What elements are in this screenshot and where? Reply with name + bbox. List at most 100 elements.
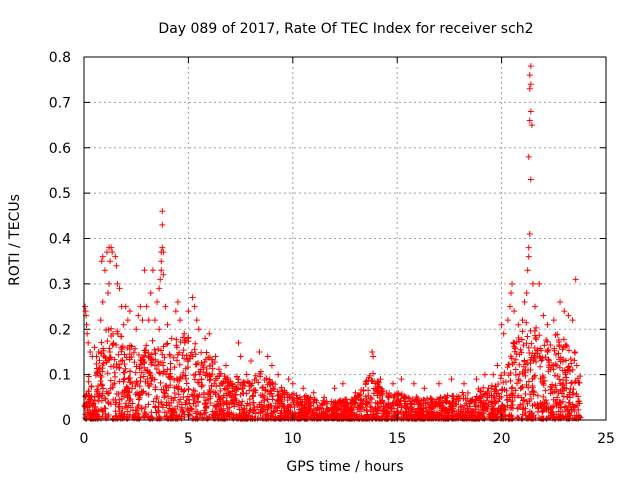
data-point <box>115 351 122 358</box>
data-point <box>540 374 547 381</box>
y-tick-label: 0.3 <box>49 277 71 293</box>
data-point <box>257 392 264 399</box>
data-point <box>566 363 572 370</box>
data-point <box>122 303 129 310</box>
data-point <box>535 404 542 411</box>
data-point <box>220 392 227 399</box>
data-point <box>514 380 521 387</box>
data-point <box>125 375 132 382</box>
data-point <box>223 397 230 404</box>
data-point <box>310 389 317 396</box>
data-point <box>208 356 215 363</box>
data-point <box>198 376 205 383</box>
data-point <box>543 406 550 413</box>
data-point <box>161 409 168 416</box>
data-point <box>298 407 305 414</box>
data-point <box>161 390 168 397</box>
data-point <box>370 390 377 397</box>
data-point <box>532 303 539 310</box>
data-point <box>554 331 561 338</box>
data-point <box>509 280 516 287</box>
data-point <box>168 335 175 342</box>
data-point <box>526 72 533 79</box>
data-point <box>104 399 111 406</box>
data-point <box>134 389 141 396</box>
data-point <box>139 353 146 360</box>
data-point <box>129 380 136 387</box>
data-point <box>278 384 285 391</box>
data-point <box>145 317 152 324</box>
data-point <box>571 348 578 355</box>
data-point <box>205 396 212 403</box>
data-point <box>389 400 396 407</box>
data-point <box>370 353 377 360</box>
data-point <box>221 415 228 422</box>
data-point <box>473 393 480 400</box>
data-point <box>141 358 148 365</box>
data-point <box>216 366 223 373</box>
data-point <box>133 363 140 370</box>
data-point <box>157 347 164 354</box>
data-point <box>385 408 392 415</box>
data-point <box>420 405 427 412</box>
data-point <box>519 401 526 408</box>
data-point <box>289 380 296 387</box>
data-point <box>362 393 369 400</box>
data-point <box>443 398 450 405</box>
data-point <box>523 398 530 405</box>
data-point <box>126 389 133 396</box>
data-point <box>563 343 570 350</box>
data-point <box>206 386 213 393</box>
data-point <box>523 289 530 296</box>
data-point <box>152 404 159 411</box>
data-point <box>103 388 110 395</box>
data-point <box>142 349 149 356</box>
data-point <box>573 362 580 369</box>
data-point <box>274 404 281 411</box>
data-point <box>212 353 219 360</box>
data-point <box>84 330 91 337</box>
data-point <box>565 412 572 419</box>
data-point <box>99 365 106 372</box>
data-point <box>514 414 521 421</box>
data-point <box>119 413 126 420</box>
data-point <box>120 378 127 385</box>
data-point <box>537 355 544 362</box>
data-point <box>527 327 534 334</box>
data-point <box>152 384 159 391</box>
data-point <box>461 380 468 387</box>
data-point <box>268 410 275 417</box>
data-point <box>498 321 505 328</box>
data-point <box>507 370 514 377</box>
data-point <box>518 394 525 401</box>
data-point <box>518 349 525 356</box>
data-point <box>350 413 357 420</box>
data-point <box>147 289 154 296</box>
data-point <box>105 289 112 296</box>
data-point <box>151 376 158 383</box>
data-point <box>132 413 139 420</box>
data-point <box>135 351 142 358</box>
data-point <box>285 408 292 415</box>
data-point <box>150 356 157 363</box>
data-point <box>435 411 442 418</box>
data-point <box>550 403 557 410</box>
data-point <box>444 410 451 417</box>
data-point <box>569 389 576 396</box>
data-point <box>243 411 250 418</box>
data-point <box>355 392 362 399</box>
data-point <box>184 356 191 363</box>
data-point <box>410 415 417 422</box>
data-point <box>85 378 92 385</box>
data-point <box>571 357 578 364</box>
data-point <box>453 401 460 408</box>
data-point <box>96 413 103 420</box>
data-point <box>138 405 145 412</box>
data-point <box>528 340 535 347</box>
data-point <box>566 347 573 354</box>
data-point <box>163 371 170 378</box>
data-point <box>355 404 362 411</box>
data-point <box>126 351 133 358</box>
data-point <box>394 392 401 399</box>
data-point <box>111 356 118 363</box>
